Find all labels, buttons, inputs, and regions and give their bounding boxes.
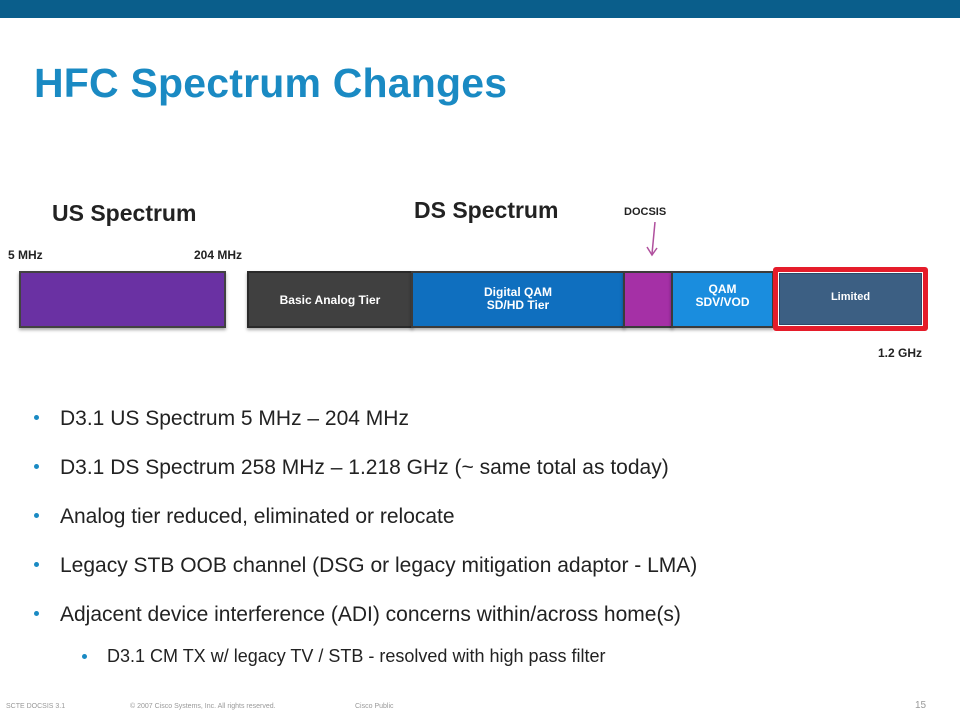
freq-end-label: 1.2 GHz bbox=[878, 346, 923, 360]
bullet-text: Adjacent device interference (ADI) conce… bbox=[60, 603, 681, 626]
limited-band-label: Limited bbox=[830, 290, 871, 303]
top-banner bbox=[0, 0, 960, 18]
bullet-text: Analog tier reduced, eliminated or reloc… bbox=[60, 505, 455, 528]
footer-classification: Cisco Public bbox=[355, 703, 394, 710]
list-item: Adjacent device interference (ADI) conce… bbox=[34, 599, 934, 648]
list-item: Legacy STB OOB channel (DSG or legacy mi… bbox=[34, 550, 934, 599]
docsis-label: DOCSIS bbox=[624, 206, 667, 218]
docsis-band bbox=[623, 271, 673, 328]
slide-title: HFC Spectrum Changes bbox=[34, 60, 508, 106]
bullet-dot-icon bbox=[34, 513, 39, 518]
digital-band-label-line2: SD/HD Tier bbox=[486, 297, 550, 312]
bullet-list: D3.1 US Spectrum 5 MHz – 204 MHz D3.1 DS… bbox=[34, 403, 934, 648]
list-item: Analog tier reduced, eliminated or reloc… bbox=[34, 501, 934, 550]
qam-band-label-line2: SDV/VOD bbox=[695, 294, 750, 309]
basic-analog-tier-band: Basic Analog Tier bbox=[247, 271, 413, 328]
ds-spectrum-heading: DS Spectrum bbox=[414, 197, 559, 223]
sub-bullet-item: D3.1 CM TX w/ legacy TV / STB - resolved… bbox=[82, 646, 606, 667]
analog-band-label: Basic Analog Tier bbox=[279, 292, 381, 307]
bullet-dot-icon bbox=[34, 464, 39, 469]
bullet-dot-icon bbox=[34, 611, 39, 616]
freq-us-end-label: 204 MHz bbox=[194, 248, 243, 262]
bullet-text: D3.1 US Spectrum 5 MHz – 204 MHz bbox=[60, 407, 409, 430]
page-number: 15 bbox=[915, 700, 927, 711]
sub-bullet-dot-icon bbox=[82, 654, 87, 659]
digital-qam-band: Digital QAM SD/HD Tier bbox=[411, 271, 625, 328]
bullet-dot-icon bbox=[34, 562, 39, 567]
bullet-dot-icon bbox=[34, 415, 39, 420]
qam-sdv-vod-band: QAM SDV/VOD bbox=[671, 271, 774, 328]
bullet-text: Legacy STB OOB channel (DSG or legacy mi… bbox=[60, 554, 698, 577]
bullet-text: D3.1 DS Spectrum 258 MHz – 1.218 GHz (~ … bbox=[60, 456, 669, 479]
footer-deck-name: SCTE DOCSIS 3.1 bbox=[6, 703, 66, 710]
us-spectrum-band bbox=[19, 271, 226, 328]
freq-start-label: 5 MHz bbox=[8, 248, 43, 262]
sub-bullet-text: D3.1 CM TX w/ legacy TV / STB - resolved… bbox=[107, 646, 606, 666]
limited-band: Limited bbox=[779, 273, 922, 325]
us-spectrum-heading: US Spectrum bbox=[52, 200, 197, 226]
footer-copyright: © 2007 Cisco Systems, Inc. All rights re… bbox=[130, 703, 276, 710]
list-item: D3.1 US Spectrum 5 MHz – 204 MHz bbox=[34, 403, 934, 452]
docsis-arrow-icon bbox=[646, 222, 658, 257]
list-item: D3.1 DS Spectrum 258 MHz – 1.218 GHz (~ … bbox=[34, 452, 934, 501]
digital-band-label-line1: Digital QAM bbox=[484, 284, 552, 299]
qam-band-label-line1: QAM bbox=[708, 281, 737, 296]
